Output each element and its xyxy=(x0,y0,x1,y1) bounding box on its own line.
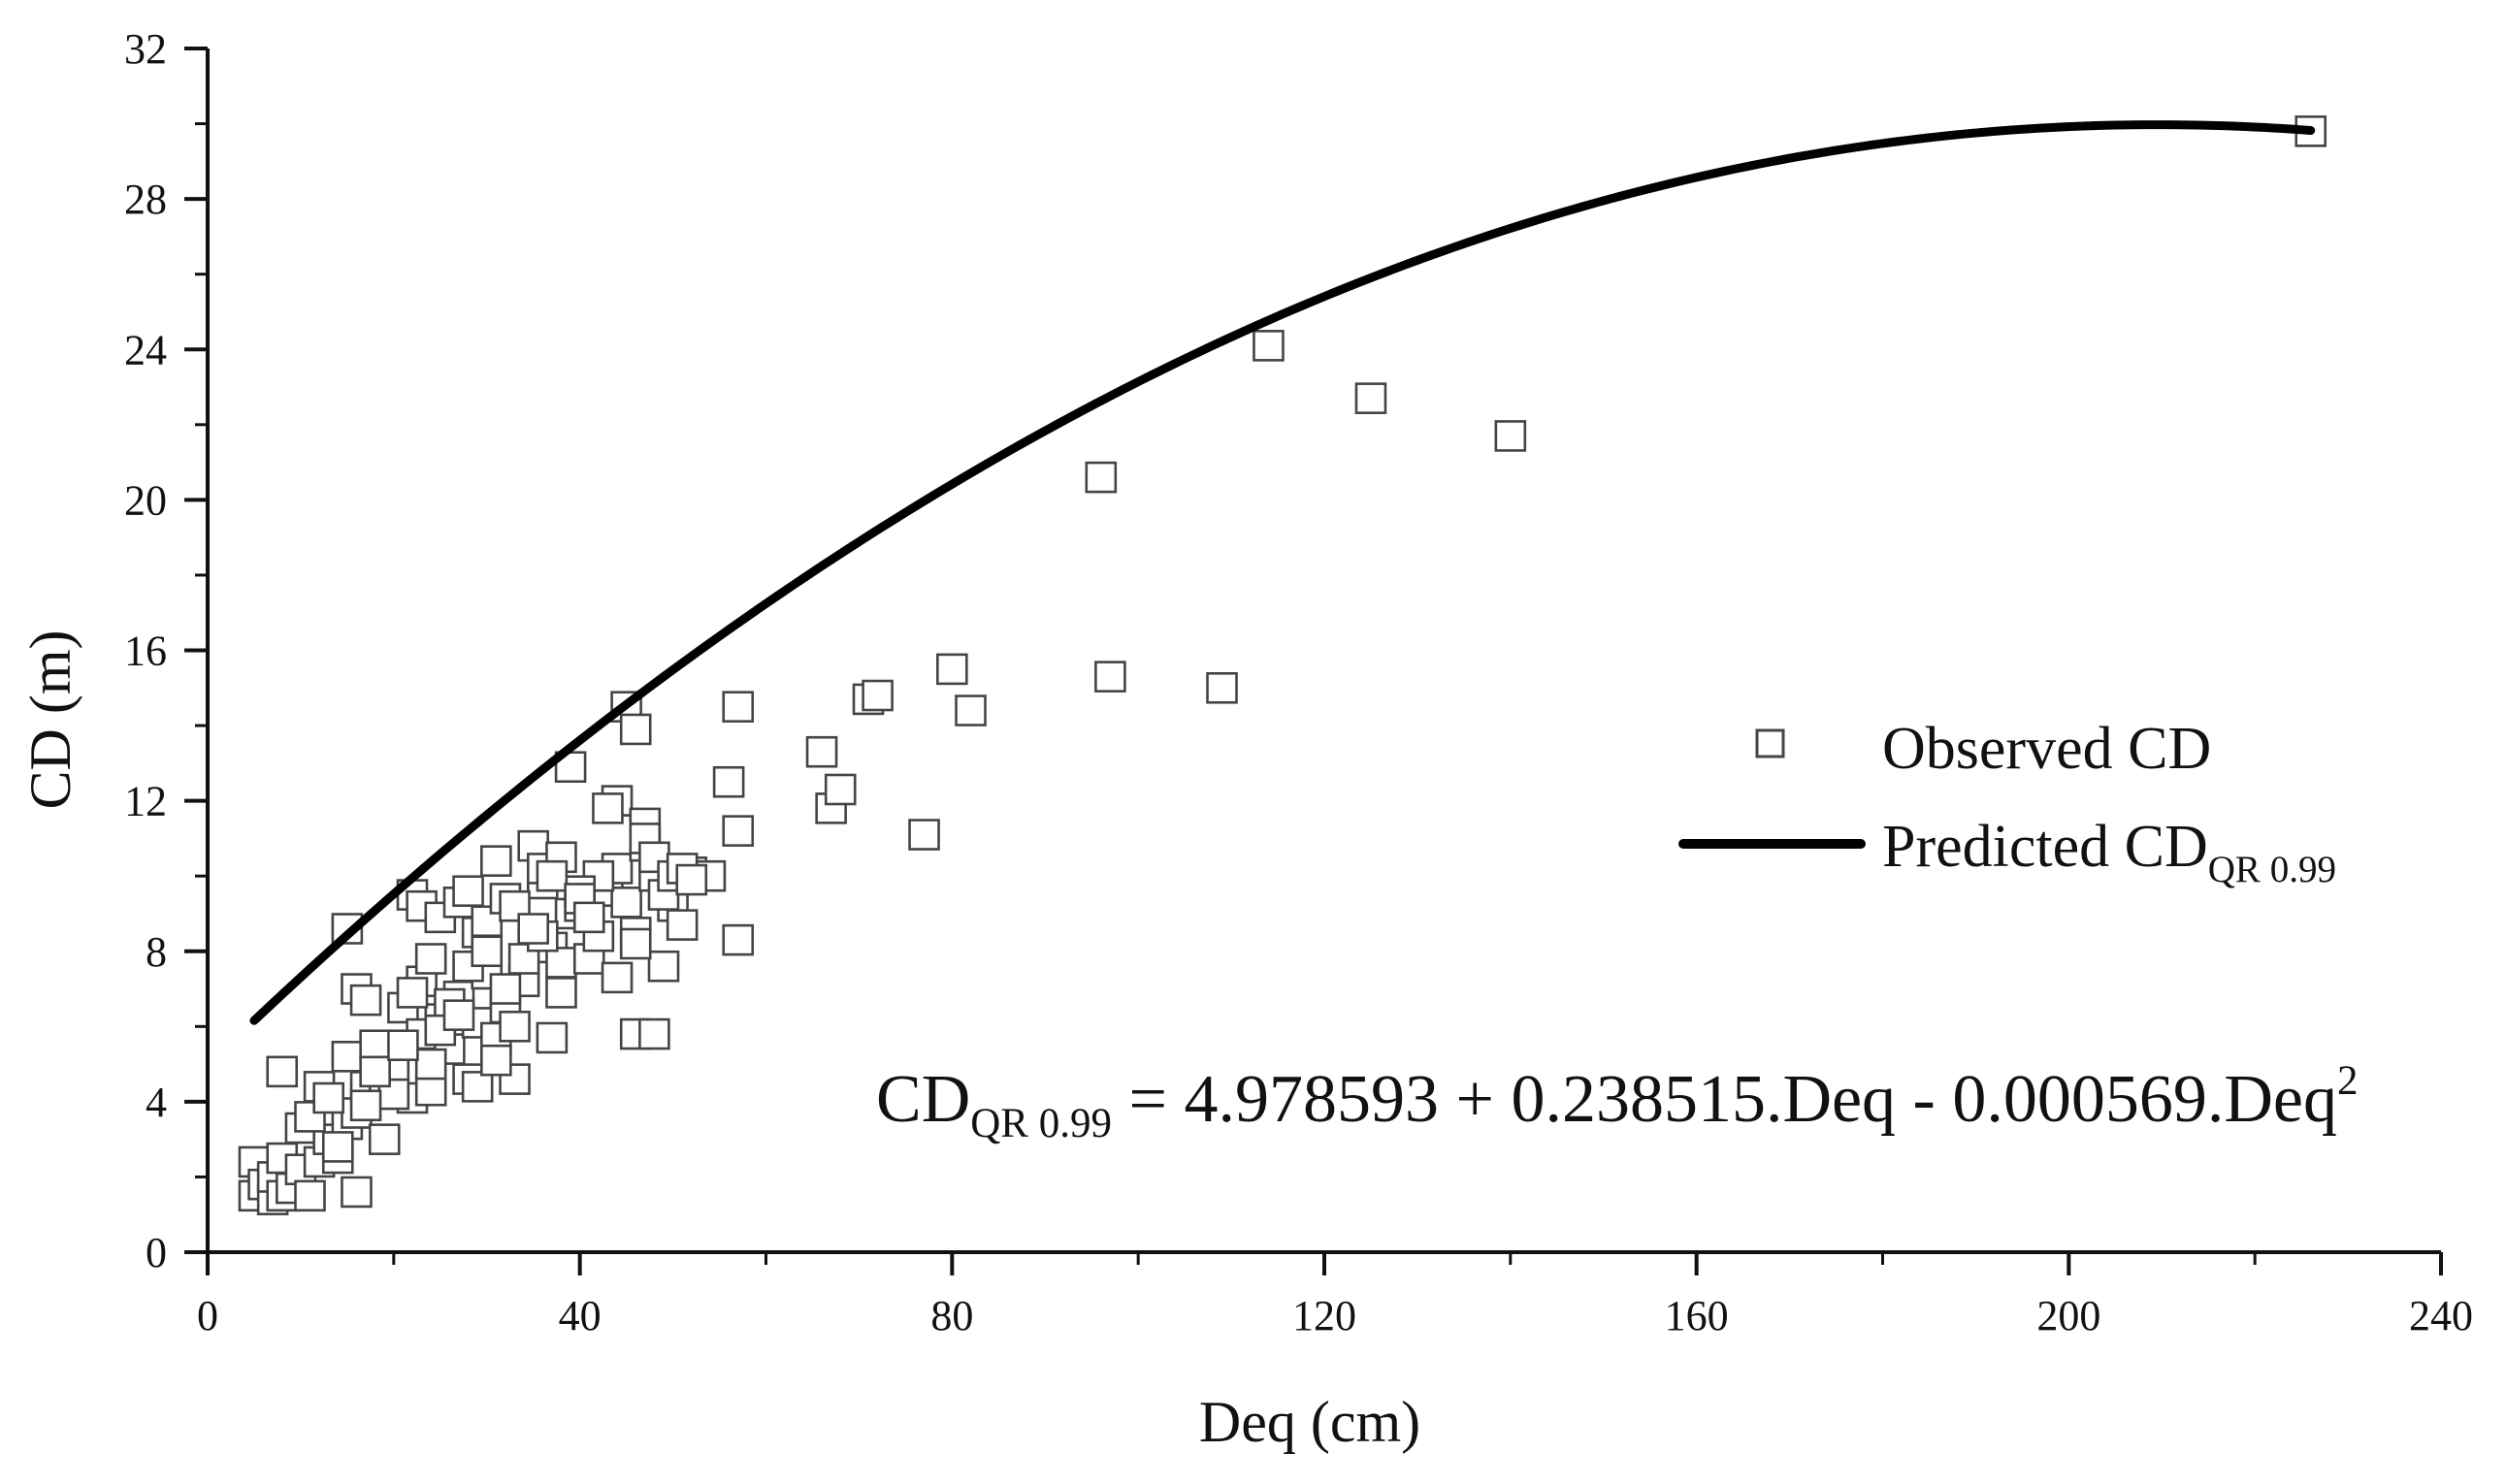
observed-cd-point xyxy=(1253,330,1285,362)
observed-cd-point xyxy=(619,927,652,960)
observed-cd-point xyxy=(452,875,484,908)
axes-layer: 0 40 80 120 160 200 240 0 4 8 12 16 20 24 28 32 xyxy=(124,25,2473,1339)
equation-rhs: = 4.978593 + 0.238515.Deq - 0.000569.Deq xyxy=(1112,1062,2337,1137)
x-tick-label: 200 xyxy=(2036,1292,2100,1339)
y-tick-label: 20 xyxy=(124,476,167,524)
y-tick-label: 28 xyxy=(124,176,167,223)
observed-cd-point xyxy=(1085,461,1118,494)
observed-cd-point xyxy=(341,1176,373,1209)
observed-cd-point xyxy=(359,1055,391,1088)
regression-equation: CDQR 0.99 = 4.978593 + 0.238515.Deq - 0.… xyxy=(876,1058,2359,1146)
legend: Observed CD Predicted CDQR 0.99 xyxy=(1678,716,2336,890)
observed-cd-point xyxy=(349,984,382,1016)
observed-cd-point xyxy=(647,950,680,983)
observed-cd-point xyxy=(712,765,745,798)
x-axis-title: Deq (cm) xyxy=(1199,1390,1420,1454)
observed-cd-point xyxy=(545,977,577,1009)
observed-cd-point xyxy=(722,691,755,723)
observed-cd-point xyxy=(349,1089,382,1122)
observed-cd-point xyxy=(461,1071,494,1103)
y-tick-label: 8 xyxy=(146,928,167,976)
observed-cd-point xyxy=(1494,420,1527,452)
y-tick-label: 32 xyxy=(124,25,167,73)
observed-cd-point xyxy=(387,1029,419,1062)
y-tick-label: 4 xyxy=(146,1079,167,1126)
legend-predicted-subscript: QR 0.99 xyxy=(2208,849,2336,890)
observed-cd-point xyxy=(805,735,838,768)
predicted-cd-line xyxy=(249,120,2316,1025)
observed-cd-point xyxy=(489,973,522,1005)
observed-cd-point xyxy=(331,1041,364,1073)
observed-cd-point xyxy=(414,943,447,975)
observed-cd-point xyxy=(1354,382,1387,414)
equation-lhs-subscript: QR 0.99 xyxy=(970,1101,1112,1146)
observed-cd-point xyxy=(480,845,512,877)
observed-cd-point xyxy=(666,909,699,941)
observed-cd-point xyxy=(499,1011,531,1043)
y-tick-label: 12 xyxy=(124,778,167,825)
equation-power: 2 xyxy=(2337,1058,2359,1104)
x-tick-label: 120 xyxy=(1292,1292,1356,1339)
observed-cd-point xyxy=(321,1131,354,1163)
plot-content xyxy=(238,115,2327,1216)
legend-observed-label: Observed CD xyxy=(1882,716,2211,782)
x-tick-label: 0 xyxy=(197,1292,218,1339)
observed-cd-point xyxy=(499,1063,531,1095)
observed-cd-point xyxy=(592,792,624,824)
observed-cd-point xyxy=(601,961,634,994)
observed-cd-point xyxy=(396,977,429,1009)
observed-cd-point xyxy=(722,923,755,956)
observed-cd-point xyxy=(862,679,894,712)
observed-cd-point xyxy=(368,1123,401,1155)
equation-lhs-main: CD xyxy=(876,1062,970,1137)
observed-cd-point xyxy=(545,947,577,979)
observed-cd-point xyxy=(908,819,940,851)
observed-cd-point xyxy=(610,887,642,919)
observed-cd-point xyxy=(517,913,550,945)
observed-cd-point xyxy=(359,1029,391,1062)
observed-cd-point xyxy=(1206,671,1238,704)
y-ticks: 0 4 8 12 16 20 24 28 32 xyxy=(124,25,208,1276)
observed-cd-point xyxy=(312,1081,344,1114)
observed-cd-point xyxy=(294,1179,326,1212)
legend-predicted-main: Predicted CD xyxy=(1882,814,2208,880)
observed-cd-point xyxy=(722,815,755,847)
observed-cd-point xyxy=(638,1017,670,1050)
observed-cd-point xyxy=(536,859,569,892)
observed-cd-point xyxy=(619,713,652,746)
observed-cd-point xyxy=(955,694,987,726)
observed-cd-point xyxy=(675,863,708,896)
observed-cd-point xyxy=(442,999,475,1031)
x-tick-label: 240 xyxy=(2409,1292,2473,1339)
observed-cd-point xyxy=(480,1044,512,1077)
legend-observed-marker xyxy=(1755,728,1785,758)
observed-cd-point xyxy=(266,1055,299,1088)
x-tick-label: 80 xyxy=(930,1292,973,1339)
y-axis-title: CD (m) xyxy=(18,630,82,810)
observed-cd-point xyxy=(414,1048,447,1081)
observed-cd-point xyxy=(536,1021,569,1054)
x-tick-label: 40 xyxy=(559,1292,602,1339)
y-tick-label: 24 xyxy=(124,326,167,373)
observed-cd-point xyxy=(1094,661,1126,693)
legend-predicted-label: Predicted CDQR 0.99 xyxy=(1882,814,2336,890)
observed-cd-point xyxy=(377,1078,410,1111)
x-ticks: 0 40 80 120 160 200 240 xyxy=(197,1252,2473,1339)
observed-cd-point xyxy=(572,901,605,934)
observed-cd-point xyxy=(471,935,504,968)
x-tick-label: 160 xyxy=(1665,1292,1729,1339)
observed-cd-point xyxy=(414,1074,447,1107)
observed-cd-point xyxy=(936,653,968,686)
y-tick-label: 16 xyxy=(124,628,167,675)
y-tick-label: 0 xyxy=(146,1229,167,1276)
observed-cd-point xyxy=(824,773,857,806)
